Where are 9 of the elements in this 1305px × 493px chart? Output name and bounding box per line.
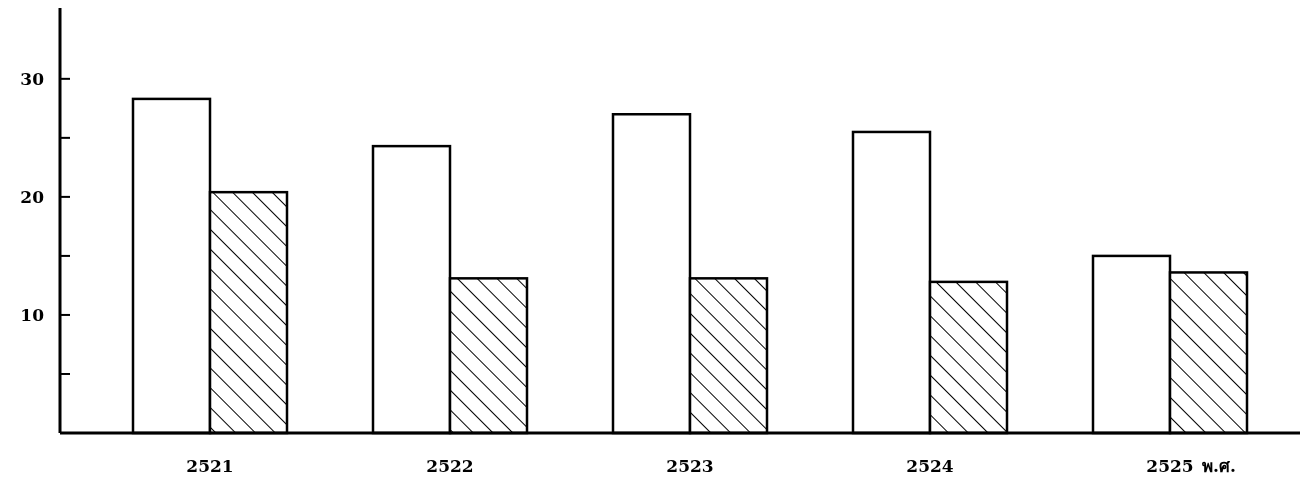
x-tick-label: 2521 <box>186 456 234 476</box>
x-tick-label: 2522 <box>426 456 474 476</box>
x-tick-label: 2523 <box>666 456 714 476</box>
x-tick-label: 2525 <box>1146 456 1194 476</box>
x-axis-title: พ.ศ. <box>1202 456 1236 476</box>
x-tick-label: 2524 <box>906 456 954 476</box>
y-tick-label: 30 <box>20 68 45 89</box>
y-tick-label: 20 <box>20 186 45 207</box>
y-tick-label: 10 <box>20 304 45 325</box>
